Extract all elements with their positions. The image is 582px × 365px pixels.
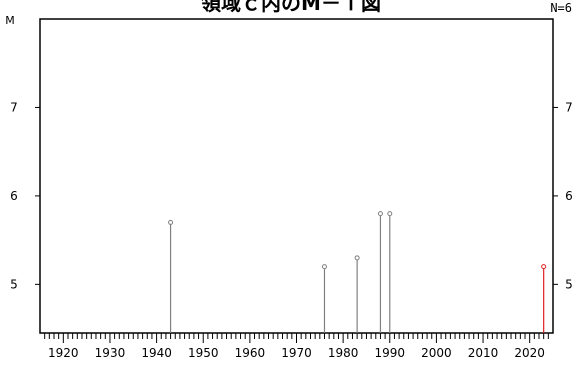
y-tick-label-left: 5 bbox=[10, 277, 18, 291]
x-tick-label: 1940 bbox=[141, 346, 172, 360]
highlight-point bbox=[541, 264, 547, 270]
y-tick-label-right: 7 bbox=[565, 100, 573, 114]
event-point bbox=[354, 255, 360, 261]
chart-title: 領域ｃ内のM－Ｔ図 bbox=[201, 0, 381, 15]
y-tick-label-left: 6 bbox=[10, 189, 18, 203]
x-tick-label: 1950 bbox=[188, 346, 219, 360]
event-count-label: N=6 bbox=[550, 1, 572, 15]
x-tick-label: 1980 bbox=[328, 346, 359, 360]
y-tick-label-right: 6 bbox=[565, 189, 573, 203]
event-point bbox=[377, 211, 383, 217]
x-tick-label: 2020 bbox=[514, 346, 545, 360]
x-tick-label: 1930 bbox=[95, 346, 126, 360]
x-tick-label: 1960 bbox=[235, 346, 266, 360]
x-tick-label: 2000 bbox=[421, 346, 452, 360]
event-point bbox=[168, 219, 174, 225]
x-tick-label: 2010 bbox=[468, 346, 499, 360]
x-tick-label: 1970 bbox=[281, 346, 312, 360]
x-tick-label: 1920 bbox=[48, 346, 79, 360]
y-axis-label: M bbox=[5, 14, 15, 27]
plot-frame bbox=[39, 18, 554, 334]
y-tick-label-right: 5 bbox=[565, 277, 573, 291]
event-point bbox=[321, 264, 327, 270]
x-tick-label: 1990 bbox=[374, 346, 405, 360]
y-tick-label-left: 7 bbox=[10, 100, 18, 114]
event-point bbox=[387, 211, 393, 217]
